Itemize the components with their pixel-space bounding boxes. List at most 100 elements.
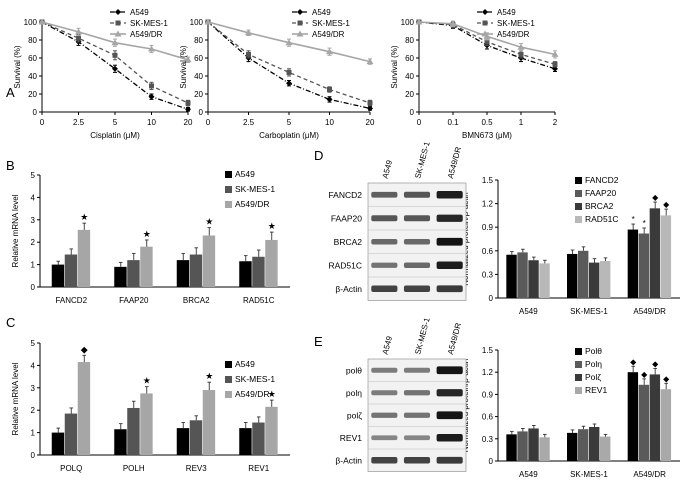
legend-marker xyxy=(115,20,121,26)
bar xyxy=(649,208,661,298)
legend-marker xyxy=(114,30,122,37)
blot-band xyxy=(436,214,463,222)
y-tick-label: 80 xyxy=(28,36,37,45)
bar xyxy=(127,260,140,287)
blot-band xyxy=(436,191,463,199)
y-tick-label: 0.9 xyxy=(482,390,494,399)
blot-band xyxy=(436,456,463,464)
blot-row-label: FANCD2 xyxy=(328,190,362,200)
blot-column-label: SK-MES-1 xyxy=(413,316,432,355)
legend-swatch xyxy=(225,171,232,178)
significance-marker: ★ xyxy=(143,376,151,386)
bar xyxy=(239,261,252,287)
y-tick-label: 4 xyxy=(31,193,36,202)
blot-band xyxy=(371,239,398,245)
y-tick-label: 0.9 xyxy=(482,223,494,232)
blot-row-label: polη xyxy=(346,388,362,398)
legend-label: A549 xyxy=(497,8,516,17)
bar xyxy=(51,264,65,287)
legend-label: A549/DR xyxy=(497,30,530,39)
data-point xyxy=(76,35,81,41)
blot-band xyxy=(371,262,398,268)
y-tick-label: 1.5 xyxy=(482,346,494,355)
legend-label: FAAP20 xyxy=(585,188,616,198)
y-axis-label: Survival (%) xyxy=(13,45,22,88)
x-tick-label: 2.5 xyxy=(73,118,85,127)
y-tick-label: 40 xyxy=(28,72,37,81)
y-tick-label: 80 xyxy=(405,36,414,45)
data-point xyxy=(552,61,558,67)
blot-band xyxy=(371,191,398,198)
blot-band xyxy=(403,285,431,292)
category-label: A549 xyxy=(519,470,538,479)
data-point xyxy=(148,45,155,52)
y-tick-label: 0 xyxy=(31,451,36,460)
legend-swatch xyxy=(225,186,232,193)
x-tick-label: 0 xyxy=(206,118,211,127)
x-tick-label: 10 xyxy=(147,118,156,127)
y-tick-label: 5 xyxy=(31,339,36,348)
bar xyxy=(77,362,91,455)
significance-marker: ◆ xyxy=(630,357,637,366)
bar xyxy=(589,262,600,298)
bar xyxy=(578,429,589,461)
y-tick-label: 80 xyxy=(194,36,203,45)
y-tick-label: 100 xyxy=(24,18,38,27)
bar xyxy=(528,260,539,298)
data-point xyxy=(148,93,155,100)
bar xyxy=(649,374,661,461)
data-point xyxy=(326,48,333,55)
data-point xyxy=(415,18,423,25)
data-point xyxy=(286,69,292,75)
panel-label-E: E xyxy=(314,334,323,349)
legend-label: A549 xyxy=(235,359,255,369)
data-point xyxy=(185,106,191,113)
legend-label: SK-MES-1 xyxy=(235,374,275,384)
legend-swatch xyxy=(225,376,232,383)
bar xyxy=(567,253,578,298)
blot-band xyxy=(371,412,398,418)
significance-marker: ★ xyxy=(268,389,276,399)
blot-row-label: REV1 xyxy=(340,433,362,443)
data-point xyxy=(204,18,212,25)
data-point xyxy=(184,56,192,63)
data-point xyxy=(286,80,292,87)
x-tick-label: 20 xyxy=(366,118,375,127)
legend-swatch xyxy=(575,348,582,355)
y-tick-label: 1.5 xyxy=(482,176,494,185)
legend-swatch xyxy=(575,361,582,368)
blot-column-label: SK-MES-1 xyxy=(413,140,432,179)
legend-label: Polθ xyxy=(585,346,602,356)
data-point xyxy=(367,105,373,112)
bar xyxy=(627,372,639,461)
category-label: SK-MES-1 xyxy=(570,307,608,316)
x-axis-label: Carboplatin (μM) xyxy=(259,131,319,140)
y-tick-label: 60 xyxy=(405,54,414,63)
legend-label: A549/DR xyxy=(130,30,163,39)
category-label: BRCA2 xyxy=(183,296,210,305)
legend-label: Polζ xyxy=(585,372,601,382)
legend-label: A549/DR xyxy=(235,199,270,209)
significance-marker: ◆ xyxy=(663,374,670,383)
bar xyxy=(114,429,127,455)
bar xyxy=(660,389,672,461)
category-label: A549/DR xyxy=(633,307,666,316)
legend-label: SK-MES-1 xyxy=(130,19,168,28)
bar xyxy=(252,422,265,455)
category-label: SK-MES-1 xyxy=(570,470,608,479)
data-point xyxy=(326,96,333,103)
legend-label: SK-MES-1 xyxy=(497,19,535,28)
blot-row-label: RAD51C xyxy=(328,260,362,270)
bar xyxy=(517,431,528,461)
blot-band xyxy=(371,367,398,373)
legend-marker xyxy=(481,30,489,37)
x-tick-label: 0.5 xyxy=(481,118,493,127)
y-tick-label: 0.6 xyxy=(482,247,494,256)
y-tick-label: 2 xyxy=(31,406,36,415)
blot-row-label: polθ xyxy=(346,365,362,375)
data-point xyxy=(285,39,293,46)
bar xyxy=(114,266,127,287)
legend-label: A549/DR xyxy=(312,30,345,39)
y-tick-label: 0 xyxy=(489,457,494,466)
